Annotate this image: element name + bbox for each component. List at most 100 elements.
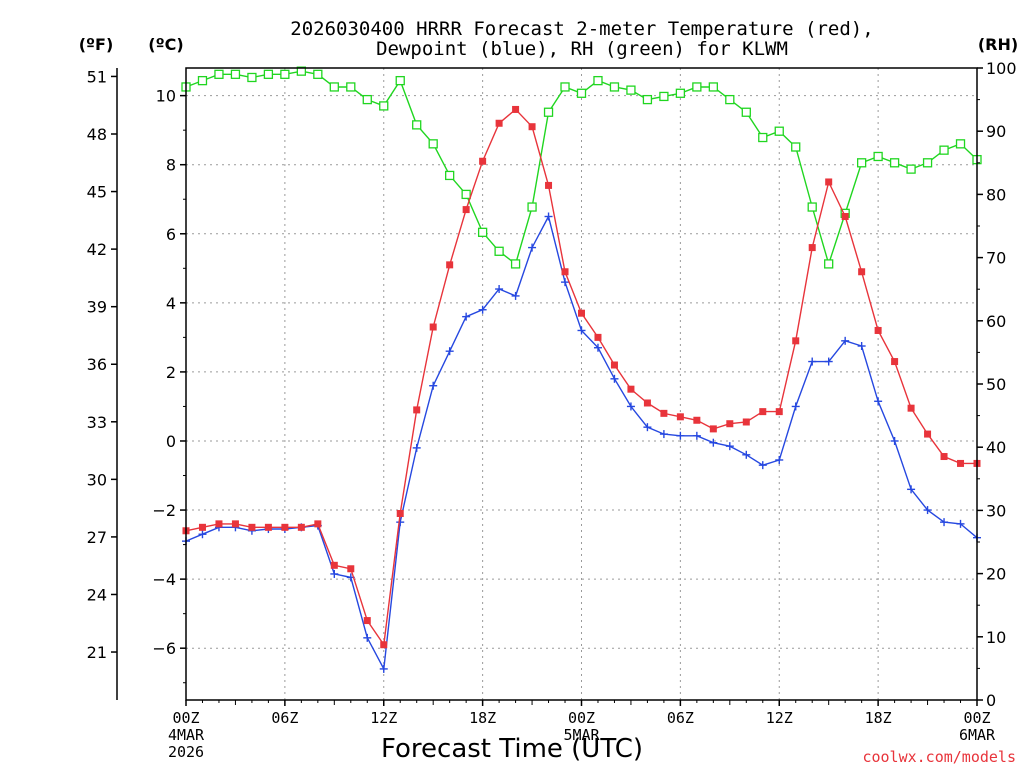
rh-point	[379, 101, 389, 111]
fahrenheit-tick-label: 36	[87, 355, 107, 374]
dewpoint-point	[610, 374, 619, 383]
temperature-point	[709, 425, 717, 433]
dewpoint-point	[577, 326, 586, 335]
temperature-point	[396, 510, 404, 518]
temperature-point	[528, 123, 536, 131]
rh-point	[445, 170, 455, 181]
temperature-point	[726, 420, 734, 428]
temperature-point	[759, 408, 767, 416]
fahrenheit-tick-label: 30	[87, 470, 107, 489]
dewpoint-point	[758, 461, 767, 470]
dewpoint-point	[659, 430, 668, 439]
x-tick-label: 06Z	[271, 709, 298, 727]
x-date-label: 5MAR	[563, 726, 600, 744]
dewpoint-point	[742, 450, 751, 459]
temperature-point	[413, 406, 421, 414]
rh-tick-label: 10	[986, 628, 1006, 647]
temperature-point	[264, 523, 272, 531]
rh-point	[263, 69, 274, 79]
dewpoint-point	[841, 336, 850, 345]
dewpoint-point	[396, 518, 405, 527]
celsius-unit-label: (ºC)	[148, 35, 183, 54]
rh-tick-label: 70	[986, 249, 1006, 268]
fahrenheit-tick-label: 48	[87, 125, 107, 144]
dewpoint-point	[824, 357, 833, 366]
rh-point	[906, 164, 916, 174]
fahrenheit-tick-label: 39	[87, 298, 107, 317]
x-tick-label: 00Z	[568, 709, 595, 727]
celsius-tick-label: 6	[166, 225, 176, 244]
dewpoint-point	[890, 436, 899, 445]
fahrenheit-tick-label: 33	[87, 413, 107, 432]
fahrenheit-tick-label: 21	[87, 643, 107, 662]
rh-tick-label: 0	[986, 691, 996, 710]
temperature-point	[594, 333, 602, 341]
x-date-label: 6MAR	[959, 726, 996, 744]
rh-tick-label: 80	[986, 185, 1006, 204]
rh-point	[873, 151, 883, 162]
dewpoint-point	[907, 485, 916, 494]
fahrenheit-tick-label: 51	[87, 67, 107, 86]
temperature-point	[693, 416, 701, 424]
rh-point	[510, 259, 521, 269]
rh-tick-label: 50	[986, 375, 1006, 394]
rh-tick-label: 30	[986, 501, 1006, 520]
temperature-point	[347, 565, 355, 573]
dewpoint-point	[412, 443, 421, 452]
x-year-label: 2026	[168, 743, 204, 761]
x-tick-label: 00Z	[172, 709, 199, 727]
temperature-point	[429, 323, 437, 331]
dewpoint-point	[429, 381, 438, 390]
rh-point	[889, 158, 900, 168]
dewpoint-point	[709, 438, 718, 447]
rh-point	[807, 202, 817, 212]
celsius-tick-label: −4	[152, 570, 176, 589]
temperature-point	[314, 520, 322, 528]
rh-point	[856, 158, 867, 168]
dewpoint-point	[626, 402, 635, 411]
x-tick-label: 00Z	[963, 709, 990, 727]
temperature-point	[858, 268, 866, 276]
dewpoint-point	[874, 397, 883, 406]
dewpoint-point	[643, 423, 652, 432]
temperature-point	[446, 261, 454, 269]
rh-point	[741, 107, 751, 117]
dewpoint-point	[330, 569, 339, 578]
rh-line	[185, 70, 978, 267]
dewpoint-point	[775, 455, 784, 464]
temperature-point	[742, 418, 750, 426]
rh-point	[346, 82, 356, 92]
fahrenheit-tick-label: 24	[87, 585, 107, 604]
x-date-label: 4MAR	[168, 726, 205, 744]
temperature-point	[198, 523, 206, 531]
temperature-point	[578, 309, 585, 317]
series-layer	[181, 66, 982, 673]
x-tick-label: 12Z	[370, 709, 397, 727]
rh-point	[362, 94, 372, 105]
dewpoint-point	[593, 343, 602, 352]
rh-point	[758, 132, 768, 143]
rh-point	[197, 75, 208, 86]
rh-point	[527, 202, 537, 212]
dewpoint-point	[791, 402, 800, 411]
rh-point	[543, 107, 554, 117]
dewpoint-point	[956, 519, 965, 528]
rh-point	[824, 259, 834, 269]
rh-point	[593, 75, 603, 86]
rh-point	[412, 120, 422, 130]
temperature-point	[479, 157, 487, 165]
temperature-point	[215, 520, 223, 528]
rh-point	[609, 82, 620, 92]
chart-title: 2026030400 HRRR Forecast 2-meter Tempera…	[290, 18, 873, 40]
rh-point	[576, 88, 587, 98]
fahrenheit-unit-label: (ºF)	[79, 35, 114, 54]
rh-point	[494, 246, 504, 256]
temperature-point	[248, 523, 256, 531]
rh-point	[214, 69, 224, 79]
dewpoint-point	[725, 442, 734, 451]
temperature-point	[874, 326, 882, 334]
temperature-point	[660, 409, 668, 417]
rh-point	[280, 69, 290, 79]
temperature-point	[297, 523, 305, 531]
temperature-point	[281, 523, 289, 531]
